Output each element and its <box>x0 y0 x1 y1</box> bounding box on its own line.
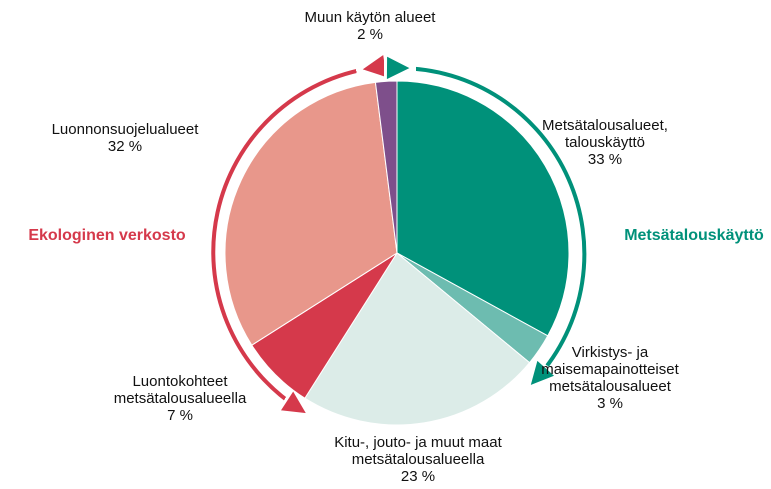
value-label: 32 % <box>108 138 142 155</box>
label-line: maisemapainotteiset <box>541 361 679 378</box>
pie-slice <box>396 80 570 337</box>
label-line: Muun käytön alueet <box>305 9 437 26</box>
label-line: Kitu-, jouto- ja muut maat <box>334 434 502 451</box>
label-line: Metsätalousalueet, <box>542 117 668 134</box>
value-label: 7 % <box>167 407 193 424</box>
value-label: 3 % <box>597 395 623 412</box>
annotation: Ekologinen verkosto <box>28 227 186 244</box>
category-label: Muun käytön alueet <box>305 9 437 26</box>
label-line: metsätalousalueella <box>352 451 485 468</box>
label-line: metsätalousalueet <box>549 378 672 395</box>
label-line: talouskäyttö <box>565 134 645 151</box>
pie-slice <box>374 80 398 254</box>
category-label: Luontokohteet metsätalousalueella <box>114 373 247 407</box>
forestry-arc <box>400 68 587 378</box>
pie-slice <box>224 81 398 346</box>
pie-slice <box>304 252 531 426</box>
label-line: Luonnonsuojelualueet <box>52 121 200 138</box>
label-line: Luontokohteet <box>132 373 228 390</box>
annotation: Metsätalouskäyttö <box>624 227 764 244</box>
category-label: Virkistys- ja maisemapainotteiset metsätal… <box>541 344 679 395</box>
label-line: Virkistys- ja <box>572 344 649 361</box>
value-label: 23 % <box>401 468 435 485</box>
category-label: Metsätalousalueet, talouskäyttö <box>542 117 668 151</box>
slice-label: Kitu-, jouto- ja muut maat metsätalousalu… <box>334 434 502 485</box>
value-label: 2 % <box>357 26 383 43</box>
label-line: metsätalousalueella <box>114 390 247 407</box>
category-label: Luonnonsuojelualueet <box>52 121 200 138</box>
value-label: 33 % <box>588 151 622 168</box>
slice-label: Virkistys- ja maisemapainotteiset metsätal… <box>541 344 679 412</box>
category-label: Kitu-, jouto- ja muut maat metsätalousalu… <box>334 434 502 468</box>
ecological-arc <box>211 68 372 408</box>
